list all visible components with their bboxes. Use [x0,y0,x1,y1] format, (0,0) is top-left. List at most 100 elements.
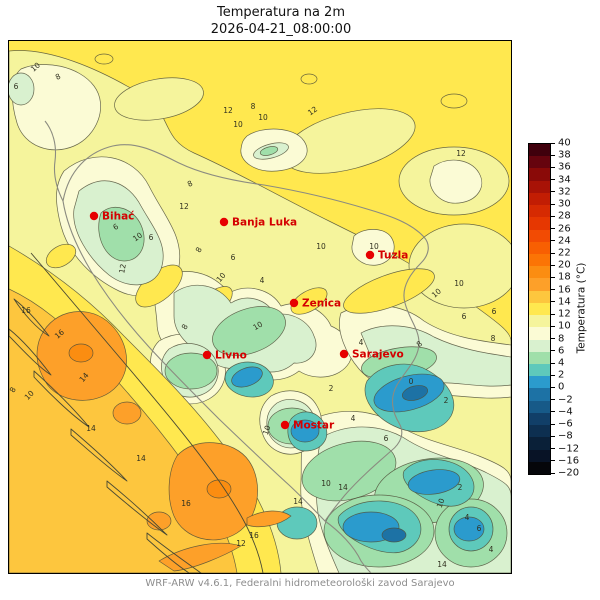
contour-value-label: 12 [236,539,246,548]
colorbar-segment [529,192,550,206]
contour-value-label: 6 [384,434,389,443]
contour-value-label: 14 [86,424,96,433]
colorbar-tick [551,179,555,181]
colorbar-tick-label: 30 [558,198,571,210]
coastline [9,252,264,573]
colorbar-tick-label: 22 [558,247,571,259]
colorbar-tick [551,448,555,450]
colorbar-tick [551,276,555,278]
contour-value-label: 10 [233,120,243,129]
colorbar-tick-label: 12 [558,308,571,320]
zone-12-14-streak [343,268,435,314]
contour-value-label: 10 [258,113,268,122]
colorbar-tick [551,325,555,327]
colorbar-tick-label: −20 [558,467,580,479]
contour-value-label: 6 [149,233,154,242]
contour-value-label: 2 [458,483,463,492]
colorbar-segment [529,449,550,462]
colorbar-segment [529,156,550,169]
colorbar-tick-label: 20 [558,259,571,271]
contour-value-label: 16 [21,306,31,315]
attribution-footer: WRF-ARW v4.6.1, Federalni hidrometeorolo… [145,578,455,589]
zone-4-6 [98,206,145,262]
contour-value-label: 10 [316,242,326,251]
zone-4-6 [212,306,286,356]
colorbar-segment [529,400,550,413]
zone-8-10 [429,159,483,204]
contour-value-label: 4 [260,276,265,285]
colorbar-segment [529,339,550,352]
contour-value-label: 4 [359,338,364,347]
contour-value-label: 16 [249,531,259,540]
colorbar-tick [551,301,555,303]
colorbar-segment [529,229,550,242]
contour-value-label: 8 [415,339,425,349]
colorbar-tick-label: 8 [558,333,565,345]
colorbar-tick [551,203,555,205]
city-label: Bihać [102,211,134,223]
colorbar-tick [551,228,555,230]
colorbar-tick-label: 4 [558,357,565,369]
contour-value-label: 4 [465,513,470,522]
colorbar [528,143,551,475]
colorbar-tick [551,362,555,364]
zone-m2-0 [401,385,429,401]
colorbar-ticks: −20 −16 −12 −8 −6 −4 −2 0 2 4 6 8 10 12 14 16 18 20 22 24 26… [551,138,596,479]
city-label: Livno [215,350,247,362]
zone-0-2 [290,419,320,443]
colorbar-tick [551,166,555,168]
colorbar-tick-label: 0 [558,381,565,393]
colorbar-tick [551,338,555,340]
admin-borders [44,120,429,573]
contour-value-label: 2 [329,384,334,393]
city-marker-mostar [280,420,290,430]
zone-2-4 [276,506,318,540]
colorbar-segment [529,241,550,254]
zone-4-6 [259,146,279,156]
colorbar-tick-label: 28 [558,210,571,222]
city-marker-sarajevo [339,349,349,359]
zone-6-8 [9,72,35,106]
contour-value-label: 12 [117,263,128,274]
city-label: Banja Luka [232,217,297,229]
zone-0-2 [407,469,461,495]
contour-value-label: 6 [111,222,120,232]
zone-16-18 [112,401,142,425]
colorbar-tick [551,411,555,413]
contour-value-label: 6 [231,253,236,262]
zone-16-18-peninsula [158,542,242,572]
contour-value-label: 14 [338,483,348,492]
contour-value-label: 12 [456,149,466,158]
contour-value-label: 10 [261,424,273,436]
chart-valid-time: 2026-04-21_08:00:00 [210,21,352,37]
colorbar-segment [529,461,550,474]
contour-value-label: 8 [9,385,18,394]
colorbar-segment [529,364,550,377]
colorbar-segment [529,302,550,316]
contour-value-label: 14 [437,560,447,569]
colorbar-tick [551,264,555,266]
chart-title-block: Temperatura na 2m 2026-04-21_08:00:00 [8,5,554,39]
colorbar-tick [551,472,555,474]
colorbar-tick [551,423,555,425]
colorbar-segment [529,351,550,364]
contour-value-label: 10 [454,279,464,288]
colorbar-segment [529,315,550,328]
city-label: Zenica [302,298,341,310]
city-marker-banjaluka [219,217,229,227]
zone-12-14-streak [45,243,77,269]
contour-value-label: 12 [223,106,233,115]
colorbar-tick [551,350,555,352]
contour-value-label: 10 [321,479,331,488]
colorbar-tick-label: 26 [558,223,571,235]
colorbar-tick-label: 24 [558,235,571,247]
contour-value-label: 8 [491,334,496,343]
colorbar-tick-label: 38 [558,149,571,161]
colorbar-segment [529,180,550,193]
zone-8-10 [11,64,101,151]
colorbar-tick-label: 34 [558,174,571,186]
colorbar-tick-label: −8 [558,430,573,442]
